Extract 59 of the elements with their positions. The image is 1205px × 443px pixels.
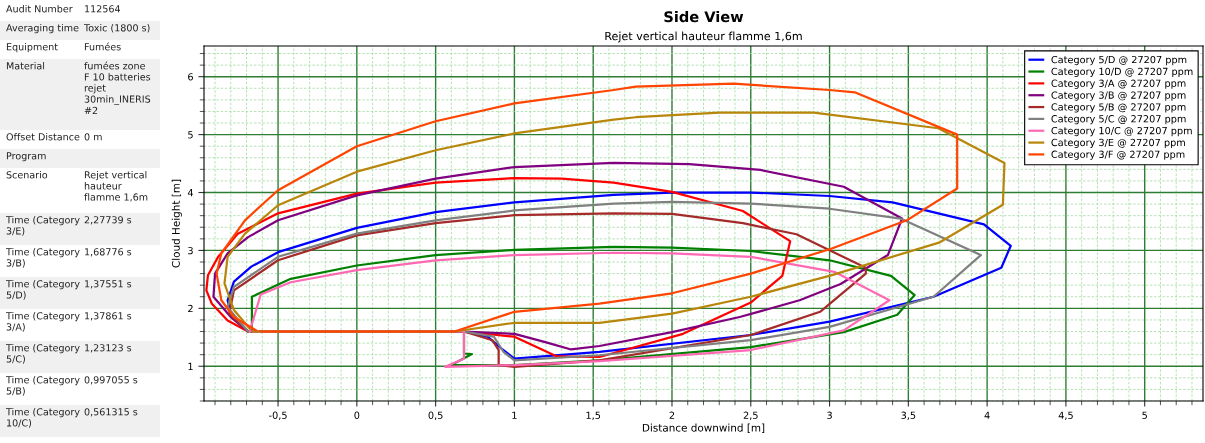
text: fumées zone F 10 batteries rejet 30min_INERIS #2	[84, 61, 151, 114]
x-tick-label: 2	[669, 411, 675, 419]
text: 112564	[85, 5, 121, 13]
text: 0,997055 s	[84, 376, 138, 385]
chart-subtitle: Rejet vertical hauteur flamme 1,6m	[605, 31, 802, 43]
legend-label: Category 3/B @ 27207 ppm	[1051, 91, 1186, 101]
category-label: Time (Category 5/C)	[5, 344, 80, 364]
x-tick-label: 2,5	[743, 411, 758, 420]
category-label: Time (Category 3/E)	[5, 216, 80, 236]
category-label: Time (Category 5/B)	[5, 376, 80, 396]
legend-label: Category 3/A @ 27207 ppm	[1051, 79, 1186, 89]
legend-label: Category 5/B @ 27207 ppm	[1051, 103, 1186, 113]
category-label: Time (Category 10/C)	[5, 408, 80, 428]
y-axis-title: Cloud Height [m]	[171, 179, 182, 268]
x-tick-label: 1,5	[586, 411, 601, 420]
category-label: Scenario	[6, 171, 48, 179]
y-tick-label: 1	[188, 362, 193, 370]
text: 1,37861 s	[85, 312, 132, 321]
x-tick-label: -0,5	[269, 411, 287, 420]
category-label: Equipment	[6, 43, 58, 53]
legend-label: Category 10/C @ 27207 ppm	[1051, 126, 1192, 137]
y-tick-label: 3	[188, 246, 193, 255]
legend-label: Category 5/D @ 27207 ppm	[1051, 55, 1187, 66]
chart-title: Side View	[664, 10, 744, 23]
legend-label: Category 3/F @ 27207 ppm	[1051, 150, 1185, 160]
legend-label: Category 5/C @ 27207 ppm	[1051, 115, 1186, 125]
x-tick-label: 1	[512, 411, 517, 419]
x-tick-label: 0	[354, 411, 360, 419]
text: 2,27739 s	[84, 216, 132, 225]
category-label: Material	[6, 62, 45, 70]
legend-label: Category 10/D @ 27207 ppm	[1051, 67, 1193, 77]
x-tick-label: 3	[827, 411, 832, 419]
text: 1,68776 s	[85, 248, 132, 257]
category-label: Offset Distance	[6, 133, 80, 141]
x-tick-label: 4,5	[1058, 411, 1073, 420]
category-label: Time (Category 3/B)	[5, 248, 80, 268]
category-label: Averaging time	[6, 24, 79, 34]
text: Fumées	[84, 42, 121, 51]
text: 1,37551 s	[85, 280, 132, 289]
y-tick-label: 2	[188, 304, 193, 313]
legend-label: Category 3/E @ 27207 ppm	[1051, 138, 1185, 149]
y-tick-label: 4	[187, 189, 194, 197]
x-tick-label: 5	[1142, 411, 1147, 419]
x-tick-label: 0,5	[428, 411, 443, 420]
text: 0,561315 s	[84, 408, 138, 417]
x-axis-title: Distance downwind [m]	[642, 423, 765, 433]
category-label: Time (Category 5/D)	[5, 280, 80, 300]
text: Rejet vertical hauteur flamme 1,6m	[84, 171, 148, 202]
category-label: Audit Number	[6, 5, 73, 13]
text: 0 m	[84, 133, 102, 141]
text: 1,23123 s	[85, 344, 132, 353]
x-tick-label: 3,5	[901, 411, 916, 420]
category-label: Time (Category 3/A)	[5, 312, 80, 332]
text: Toxic (1800 s)	[83, 24, 150, 33]
category-label: Program	[6, 152, 46, 162]
x-tick-label: 4	[984, 411, 990, 419]
y-tick-label: 6	[188, 73, 193, 81]
line-series	[215, 82, 959, 333]
y-tick-label: 5	[188, 131, 193, 139]
